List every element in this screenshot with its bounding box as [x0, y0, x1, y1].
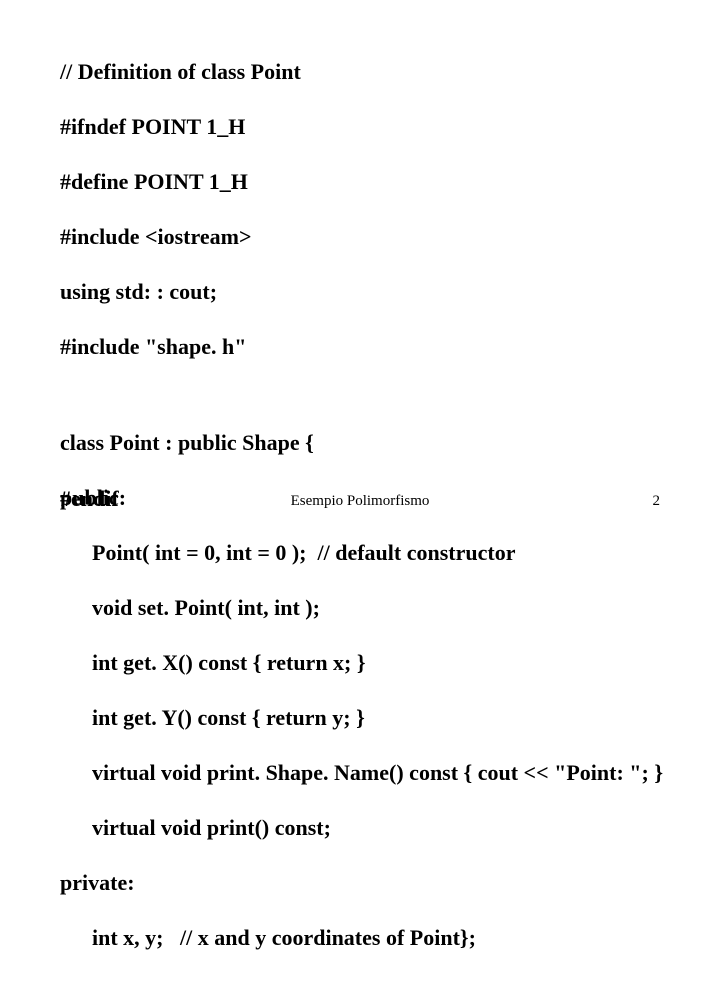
slide: // Definition of class Point #ifndef POI… — [0, 0, 720, 540]
code-line: #include "shape. h" — [60, 333, 660, 361]
code-line: #ifndef POINT 1_H — [60, 113, 660, 141]
code-block: // Definition of class Point #ifndef POI… — [60, 30, 660, 1007]
code-line: private: — [60, 869, 660, 897]
footer-title: Esempio Polimorfismo — [291, 493, 430, 510]
code-line: virtual void print. Shape. Name() const … — [60, 759, 660, 787]
code-line: Point( int = 0, int = 0 ); // default co… — [60, 539, 660, 567]
code-line: class Point : public Shape { — [60, 429, 660, 457]
code-line: int get. Y() const { return y; } — [60, 704, 660, 732]
code-line: int get. X() const { return x; } — [60, 649, 660, 677]
code-line: virtual void print() const; — [60, 814, 660, 842]
code-line: void set. Point( int, int ); — [60, 594, 660, 622]
code-line: int x, y; // x and y coordinates of Poin… — [60, 924, 660, 952]
code-line: #include <iostream> — [60, 223, 660, 251]
footer-page-number: 2 — [653, 493, 661, 510]
code-line: // Definition of class Point — [60, 58, 660, 86]
code-line-endif: #endif — [60, 486, 119, 512]
code-line: using std: : cout; — [60, 278, 660, 306]
code-line: #define POINT 1_H — [60, 168, 660, 196]
blank-line — [60, 388, 660, 402]
